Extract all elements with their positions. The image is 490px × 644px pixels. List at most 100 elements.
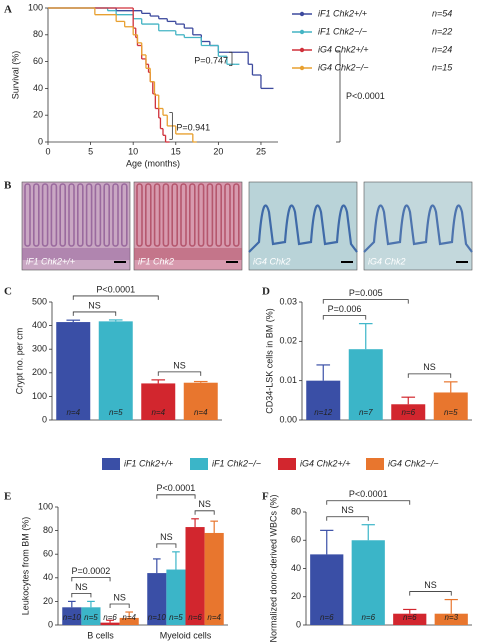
legend-label: iG4 Chk2−/− [388, 458, 439, 468]
n-label: n=4 [194, 408, 208, 417]
y-tick-label: 0 [42, 414, 47, 424]
significance-bracket [326, 500, 411, 505]
image-caption: iF1 Chk2 [138, 256, 174, 266]
significance-bracket [71, 577, 111, 582]
y-tick-label: 100 [28, 2, 43, 12]
y-axis-label: Survival (%) [10, 51, 20, 100]
y-tick-label: 40 [33, 83, 43, 93]
n-label: n=6 [188, 613, 202, 622]
legend-swatch [366, 458, 384, 470]
bar [434, 613, 468, 625]
x-tick-label: 25 [256, 146, 266, 156]
n-label: n=4 [66, 408, 80, 417]
y-tick-label: 40 [43, 572, 53, 582]
n-label: n=4 [207, 613, 221, 622]
y-tick-label: 80 [33, 29, 43, 39]
villus [24, 183, 31, 247]
y-tick-label: 300 [32, 344, 47, 354]
n-label: n=7 [359, 408, 373, 417]
panel-label: E [4, 491, 11, 503]
annotation: P=0.747 [194, 55, 228, 65]
villus [77, 183, 84, 247]
villus [206, 183, 214, 247]
significance-label: NS [88, 300, 101, 310]
bar [391, 404, 426, 420]
y-tick-label: 100 [38, 501, 53, 511]
y-tick-label: 20 [33, 110, 43, 120]
significance-label: NS [198, 499, 211, 509]
bar [393, 613, 427, 625]
significance-bracket [109, 603, 130, 609]
panel-label: C [4, 286, 12, 298]
x-tick-label: 5 [88, 146, 93, 156]
y-tick-label: 20 [43, 596, 53, 606]
y-tick-label: 80 [291, 506, 301, 516]
legend-dot [299, 29, 305, 35]
y-tick-label: 0 [48, 619, 53, 629]
legend-label: iG4 Chk2−/− [318, 62, 369, 72]
bar [183, 382, 218, 420]
x-tick-label: 20 [213, 146, 223, 156]
significance-label: NS [173, 360, 186, 370]
y-axis-label: Crypt no. per cm [14, 328, 24, 395]
villus [112, 183, 119, 247]
bar [62, 607, 82, 625]
villus [85, 183, 93, 247]
bar [81, 607, 101, 625]
n-label: n=3 [444, 613, 458, 622]
villus [189, 183, 196, 247]
villus [197, 183, 205, 247]
bar [98, 321, 133, 420]
n-label: n=5 [109, 408, 123, 417]
panel-label: B [4, 180, 12, 192]
x-tick-label: 0 [45, 146, 50, 156]
villus [153, 183, 161, 247]
y-tick-label: 20 [291, 591, 301, 601]
legend-label: iG4 Chk2+/+ [318, 44, 369, 54]
bar [306, 380, 341, 420]
villus [41, 183, 49, 247]
bar [185, 527, 205, 625]
villus [59, 183, 67, 247]
y-tick-label: 0 [38, 136, 43, 146]
n-label: n=12 [314, 408, 333, 417]
villus [171, 183, 178, 247]
y-tick-label: 0 [296, 619, 301, 629]
villus [215, 183, 222, 247]
legend-n: n=54 [432, 8, 452, 18]
bar [204, 532, 224, 625]
n-label: n=10 [63, 613, 82, 622]
significance-bracket [326, 516, 369, 521]
x-tick-label: 15 [171, 146, 181, 156]
significance-label: P<0.0001 [157, 483, 196, 493]
bar [166, 569, 186, 625]
significance-bracket [156, 494, 196, 499]
villus [136, 183, 143, 247]
villus [50, 183, 58, 247]
y-tick-label: 60 [33, 56, 43, 66]
n-label: n=4 [122, 613, 136, 622]
n-label: n=5 [84, 613, 98, 622]
significance-bracket [322, 299, 409, 304]
legend-n: n=24 [432, 44, 452, 54]
legend-dot [299, 47, 305, 53]
significance-bracket [322, 315, 367, 320]
significance-label: NS [423, 362, 436, 372]
legend-swatch [278, 458, 296, 470]
n-label: n=6 [403, 613, 417, 622]
significance-bracket [407, 373, 452, 378]
bar [348, 349, 383, 420]
significance-label: NS [75, 582, 88, 592]
y-axis-label: Normalized donor-derived WBCs (%) [268, 494, 278, 642]
y-axis-label: CD34-LSK cells in BM (%) [264, 308, 274, 414]
significance-label: P=0.005 [349, 288, 383, 298]
bar [141, 383, 176, 420]
bar [100, 622, 120, 625]
legend-label: iF1 Chk2+/+ [124, 458, 173, 468]
image-caption: iG4 Chk2 [368, 256, 406, 266]
bar [310, 554, 344, 625]
y-tick-label: 60 [291, 535, 301, 545]
villus [180, 183, 187, 247]
significance-label: NS [424, 580, 437, 590]
